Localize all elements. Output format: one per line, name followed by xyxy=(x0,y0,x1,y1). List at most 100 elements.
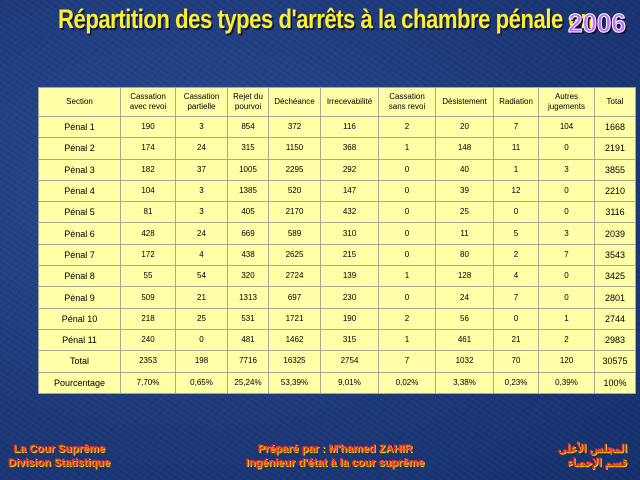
table-cell: 2353 xyxy=(120,350,176,373)
row-label: Total xyxy=(38,350,121,373)
table-cell: 3,38% xyxy=(435,371,494,394)
footer-arabic-line1: المجلس الأعلى xyxy=(557,443,627,455)
table-cell: 7 xyxy=(493,286,539,309)
table-cell: 589 xyxy=(268,222,321,245)
table-cell: 3116 xyxy=(594,201,636,224)
table-cell: 2 xyxy=(378,115,436,139)
table-cell: 1 xyxy=(378,265,436,288)
table-cell: 0 xyxy=(538,201,595,224)
table-cell: 0 xyxy=(538,265,595,288)
column-header: Rejet du pourvoi xyxy=(227,87,269,117)
table-cell: 0 xyxy=(538,179,595,203)
table-cell: 2724 xyxy=(268,265,321,288)
table-cell: 438 xyxy=(227,243,269,267)
table-cell: 0 xyxy=(378,286,436,309)
column-header: Désistement xyxy=(435,87,494,117)
column-header: Cassation partielle xyxy=(175,87,228,117)
table-cell: 7 xyxy=(493,115,539,139)
column-header-text: Cassation xyxy=(183,92,220,101)
year-label: 2006 xyxy=(568,8,627,39)
row-label: Pénal 6 xyxy=(38,222,121,245)
table-cell: 80 xyxy=(435,243,494,267)
table-cell: 1 xyxy=(493,158,539,181)
table-header: Section Cassation avec revoi Cassation parti… xyxy=(38,87,636,117)
table-cell: 2 xyxy=(493,243,539,267)
table-cell: 1462 xyxy=(268,328,321,352)
table-cell: 120 xyxy=(538,350,595,373)
table-cell: 40 xyxy=(435,158,494,181)
table-cell: 0 xyxy=(378,243,436,267)
table-cell: 315 xyxy=(227,137,269,160)
table-cell: 128 xyxy=(435,265,494,288)
table-cell: 669 xyxy=(227,222,269,245)
footer-arabic-line2: قسم الإحصاء xyxy=(567,457,627,469)
table-cell: 3 xyxy=(538,222,595,245)
table-cell: 11 xyxy=(493,137,539,160)
table-cell: 5 xyxy=(493,222,539,245)
table-cell: 3543 xyxy=(594,243,636,267)
table-cell: 7 xyxy=(378,350,436,373)
row-label: Pénal 10 xyxy=(38,307,121,330)
table-row: Pénal 5 81 3 405 2170 432 0 25 0 0 3116 xyxy=(38,201,636,224)
table-cell: 230 xyxy=(320,286,379,309)
row-label: Pénal 9 xyxy=(38,286,121,309)
column-header-text: pourvoi xyxy=(234,102,262,111)
column-header: Section xyxy=(38,87,121,117)
table-cell: 531 xyxy=(227,307,269,330)
table-cell: 4 xyxy=(493,265,539,288)
slide-title: Répartition des types d'arrêts à la cham… xyxy=(58,4,594,34)
column-header-text: jugements xyxy=(548,102,585,111)
table-cell: 37 xyxy=(175,158,228,181)
row-label: Pénal 1 xyxy=(38,115,121,139)
table-cell: 0 xyxy=(538,286,595,309)
table-cell: 4 xyxy=(175,243,228,267)
column-header-text: Radiation xyxy=(499,97,533,106)
table-cell: 190 xyxy=(120,115,176,139)
column-header-text: Déchéance xyxy=(274,97,315,106)
table-row: Pénal 11 240 0 481 1462 315 1 461 21 2 2983 xyxy=(38,328,636,352)
table-cell: 25 xyxy=(435,201,494,224)
table-cell: 315 xyxy=(320,328,379,352)
footer-institution-line1: La Cour Suprême xyxy=(13,443,105,455)
table-cell: 2 xyxy=(538,328,595,352)
table-cell: 0 xyxy=(378,158,436,181)
table-cell: 190 xyxy=(320,307,379,330)
table-cell: 1032 xyxy=(435,350,494,373)
row-label: Pénal 5 xyxy=(38,201,121,224)
table-cell: 320 xyxy=(227,265,269,288)
table-cell: 100% xyxy=(594,371,636,394)
table-cell: 1005 xyxy=(227,158,269,181)
column-header-text: Autres xyxy=(554,92,579,101)
column-header-text: partielle xyxy=(187,102,216,111)
table-cell: 520 xyxy=(268,179,321,203)
row-label: Pénal 11 xyxy=(38,328,121,352)
table-cell: 428 xyxy=(120,222,176,245)
table-cell: 0,23% xyxy=(493,371,539,394)
table-cell: 25,24% xyxy=(227,371,269,394)
table-cell: 1 xyxy=(538,307,595,330)
table-cell: 1385 xyxy=(227,179,269,203)
table-row: Pénal 4 104 3 1385 520 147 0 39 12 0 2210 xyxy=(38,179,636,203)
table-cell: 3855 xyxy=(594,158,636,181)
table-cell: 11 xyxy=(435,222,494,245)
column-header-text: Section xyxy=(66,97,93,106)
table-cell: 54 xyxy=(175,265,228,288)
table-cell: 20 xyxy=(435,115,494,139)
column-header-text: sans revoi xyxy=(388,102,426,111)
table-row: Pénal 10 218 25 531 1721 190 2 56 0 1 2744 xyxy=(38,307,636,330)
table-row: Pénal 3 182 37 1005 2295 292 0 40 1 3 3855 xyxy=(38,158,636,181)
table-cell: 139 xyxy=(320,265,379,288)
table-cell: 148 xyxy=(435,137,494,160)
table-cell: 509 xyxy=(120,286,176,309)
table-cell: 0,65% xyxy=(175,371,228,394)
table-cell: 368 xyxy=(320,137,379,160)
table-cell: 0 xyxy=(175,328,228,352)
table-cell: 0 xyxy=(378,201,436,224)
table-cell: 24 xyxy=(435,286,494,309)
column-header: Radiation xyxy=(493,87,539,117)
table-cell: 9,01% xyxy=(320,371,379,394)
row-label: Pénal 2 xyxy=(38,137,121,160)
footer-author-line2: Ingénieur d'état à la cour suprême xyxy=(245,457,425,469)
footer-author: Préparé par : M'hamed ZAHIR Ingénieur d'… xyxy=(230,442,440,470)
column-header: Déchéance xyxy=(268,87,321,117)
